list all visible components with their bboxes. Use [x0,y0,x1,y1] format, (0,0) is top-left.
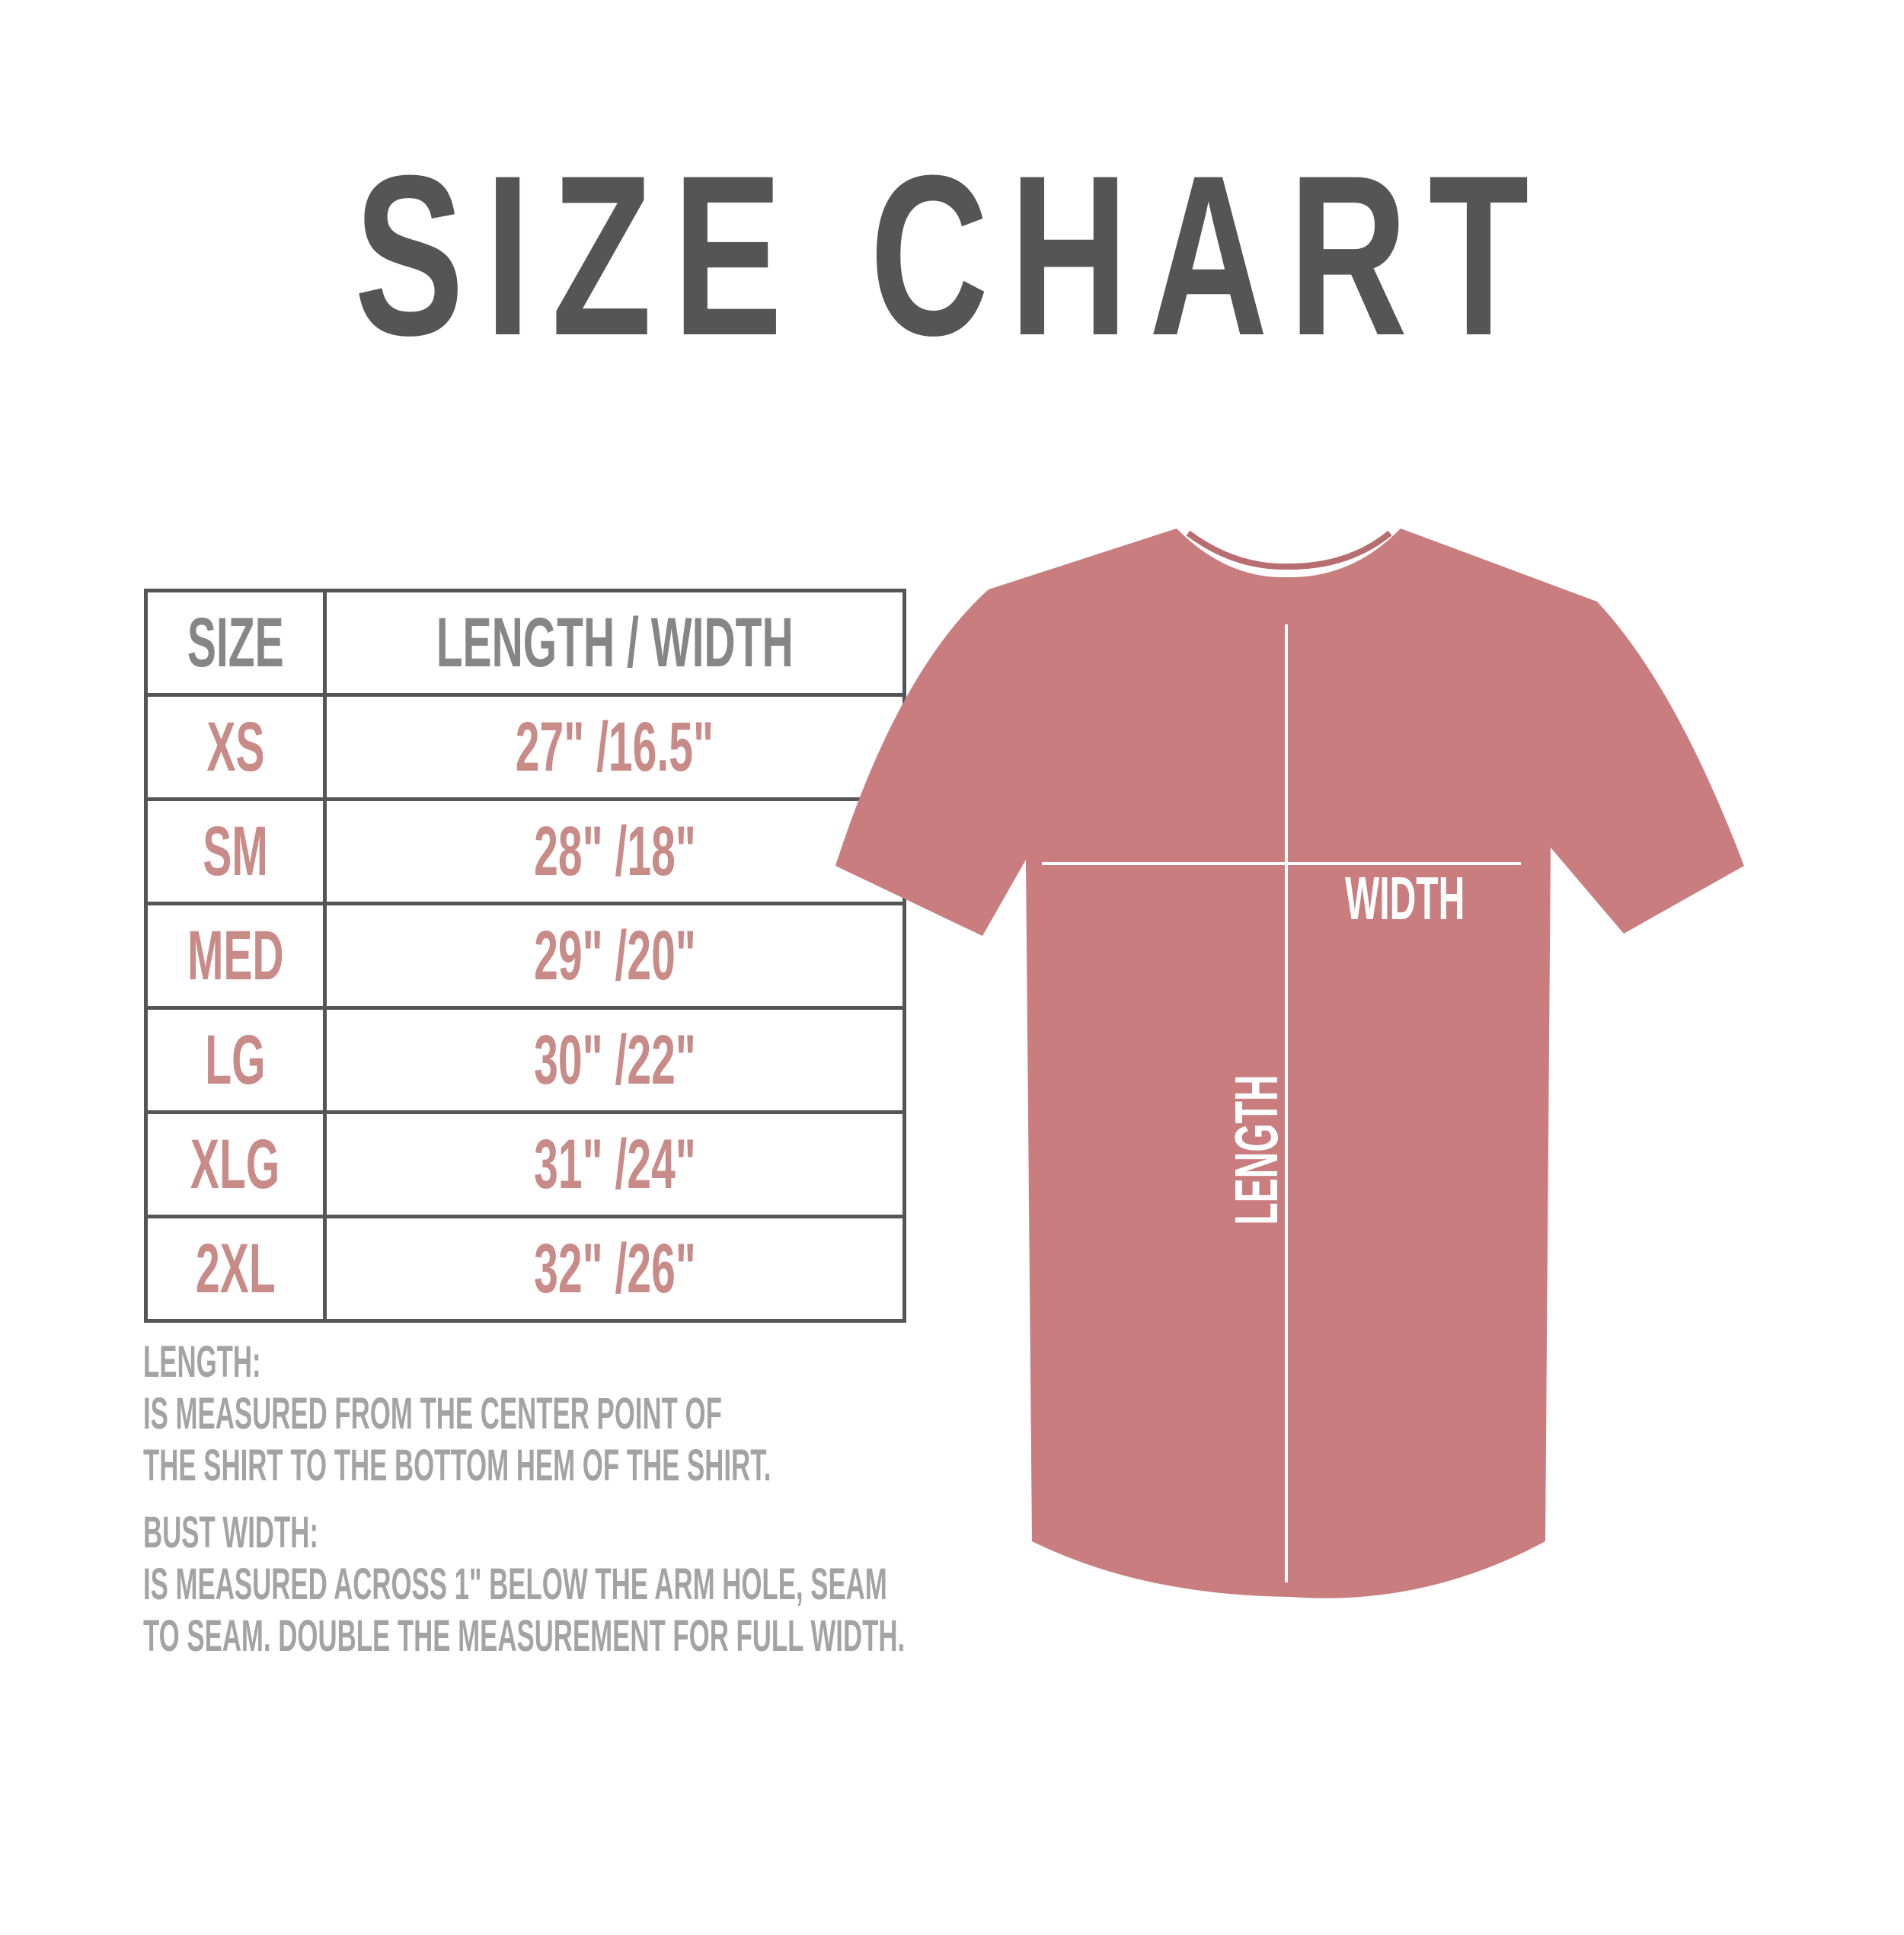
collar [1186,530,1392,570]
header-length-width: LENGTH / WIDTH [322,589,907,697]
size-cell: SM [144,797,327,905]
table-row: 2XL 32" /26" [144,1215,907,1323]
table-row: LG 30" /22" [144,1006,907,1114]
width-label: WIDTH [1345,864,1465,932]
size-cell: 2XL [144,1215,327,1323]
page-title: SIZE CHART [354,127,1550,383]
table-header-row: SIZE LENGTH / WIDTH [144,589,907,697]
measure-cell: 27" /16.5" [322,693,907,801]
size-cell: XLG [144,1110,327,1218]
length-desc-2: THE SHIRT TO THE BOTTOM HEM OF THE SHIRT… [143,1441,772,1490]
length-label: LENGTH [1222,1074,1290,1225]
size-cell: LG [144,1006,327,1114]
size-cell: XS [144,693,327,801]
measure-cell: 29" /20" [322,902,907,1010]
size-cell: MED [144,902,327,1010]
bust-desc-2: TO SEAM. DOUBLE THE MEASUREMENT FOR FULL… [143,1611,906,1661]
table-row: SM 28" /18" [144,797,907,905]
measure-cell: 30" /22" [322,1006,907,1114]
size-table: SIZE LENGTH / WIDTH XS 27" /16.5" SM 28" /1… [144,589,907,1323]
length-desc-1: IS MEASURED FROM THE CENTER POINT OF [143,1389,722,1438]
measure-cell: 28" /18" [322,797,907,905]
length-heading: LENGTH: [143,1337,261,1387]
table-row: XS 27" /16.5" [144,693,907,801]
bust-heading: BUST WIDTH: [143,1508,319,1557]
table-row: MED 29" /20" [144,902,907,1010]
measure-cell: 32" /26" [322,1215,907,1323]
tshirt-image [835,528,1744,1598]
header-size: SIZE [144,589,327,697]
bust-desc-1: IS MEASURED ACROSS 1" BELOW THE ARM HOLE… [143,1560,887,1609]
table-row: XLG 31" /24" [144,1110,907,1218]
measure-cell: 31" /24" [322,1110,907,1218]
